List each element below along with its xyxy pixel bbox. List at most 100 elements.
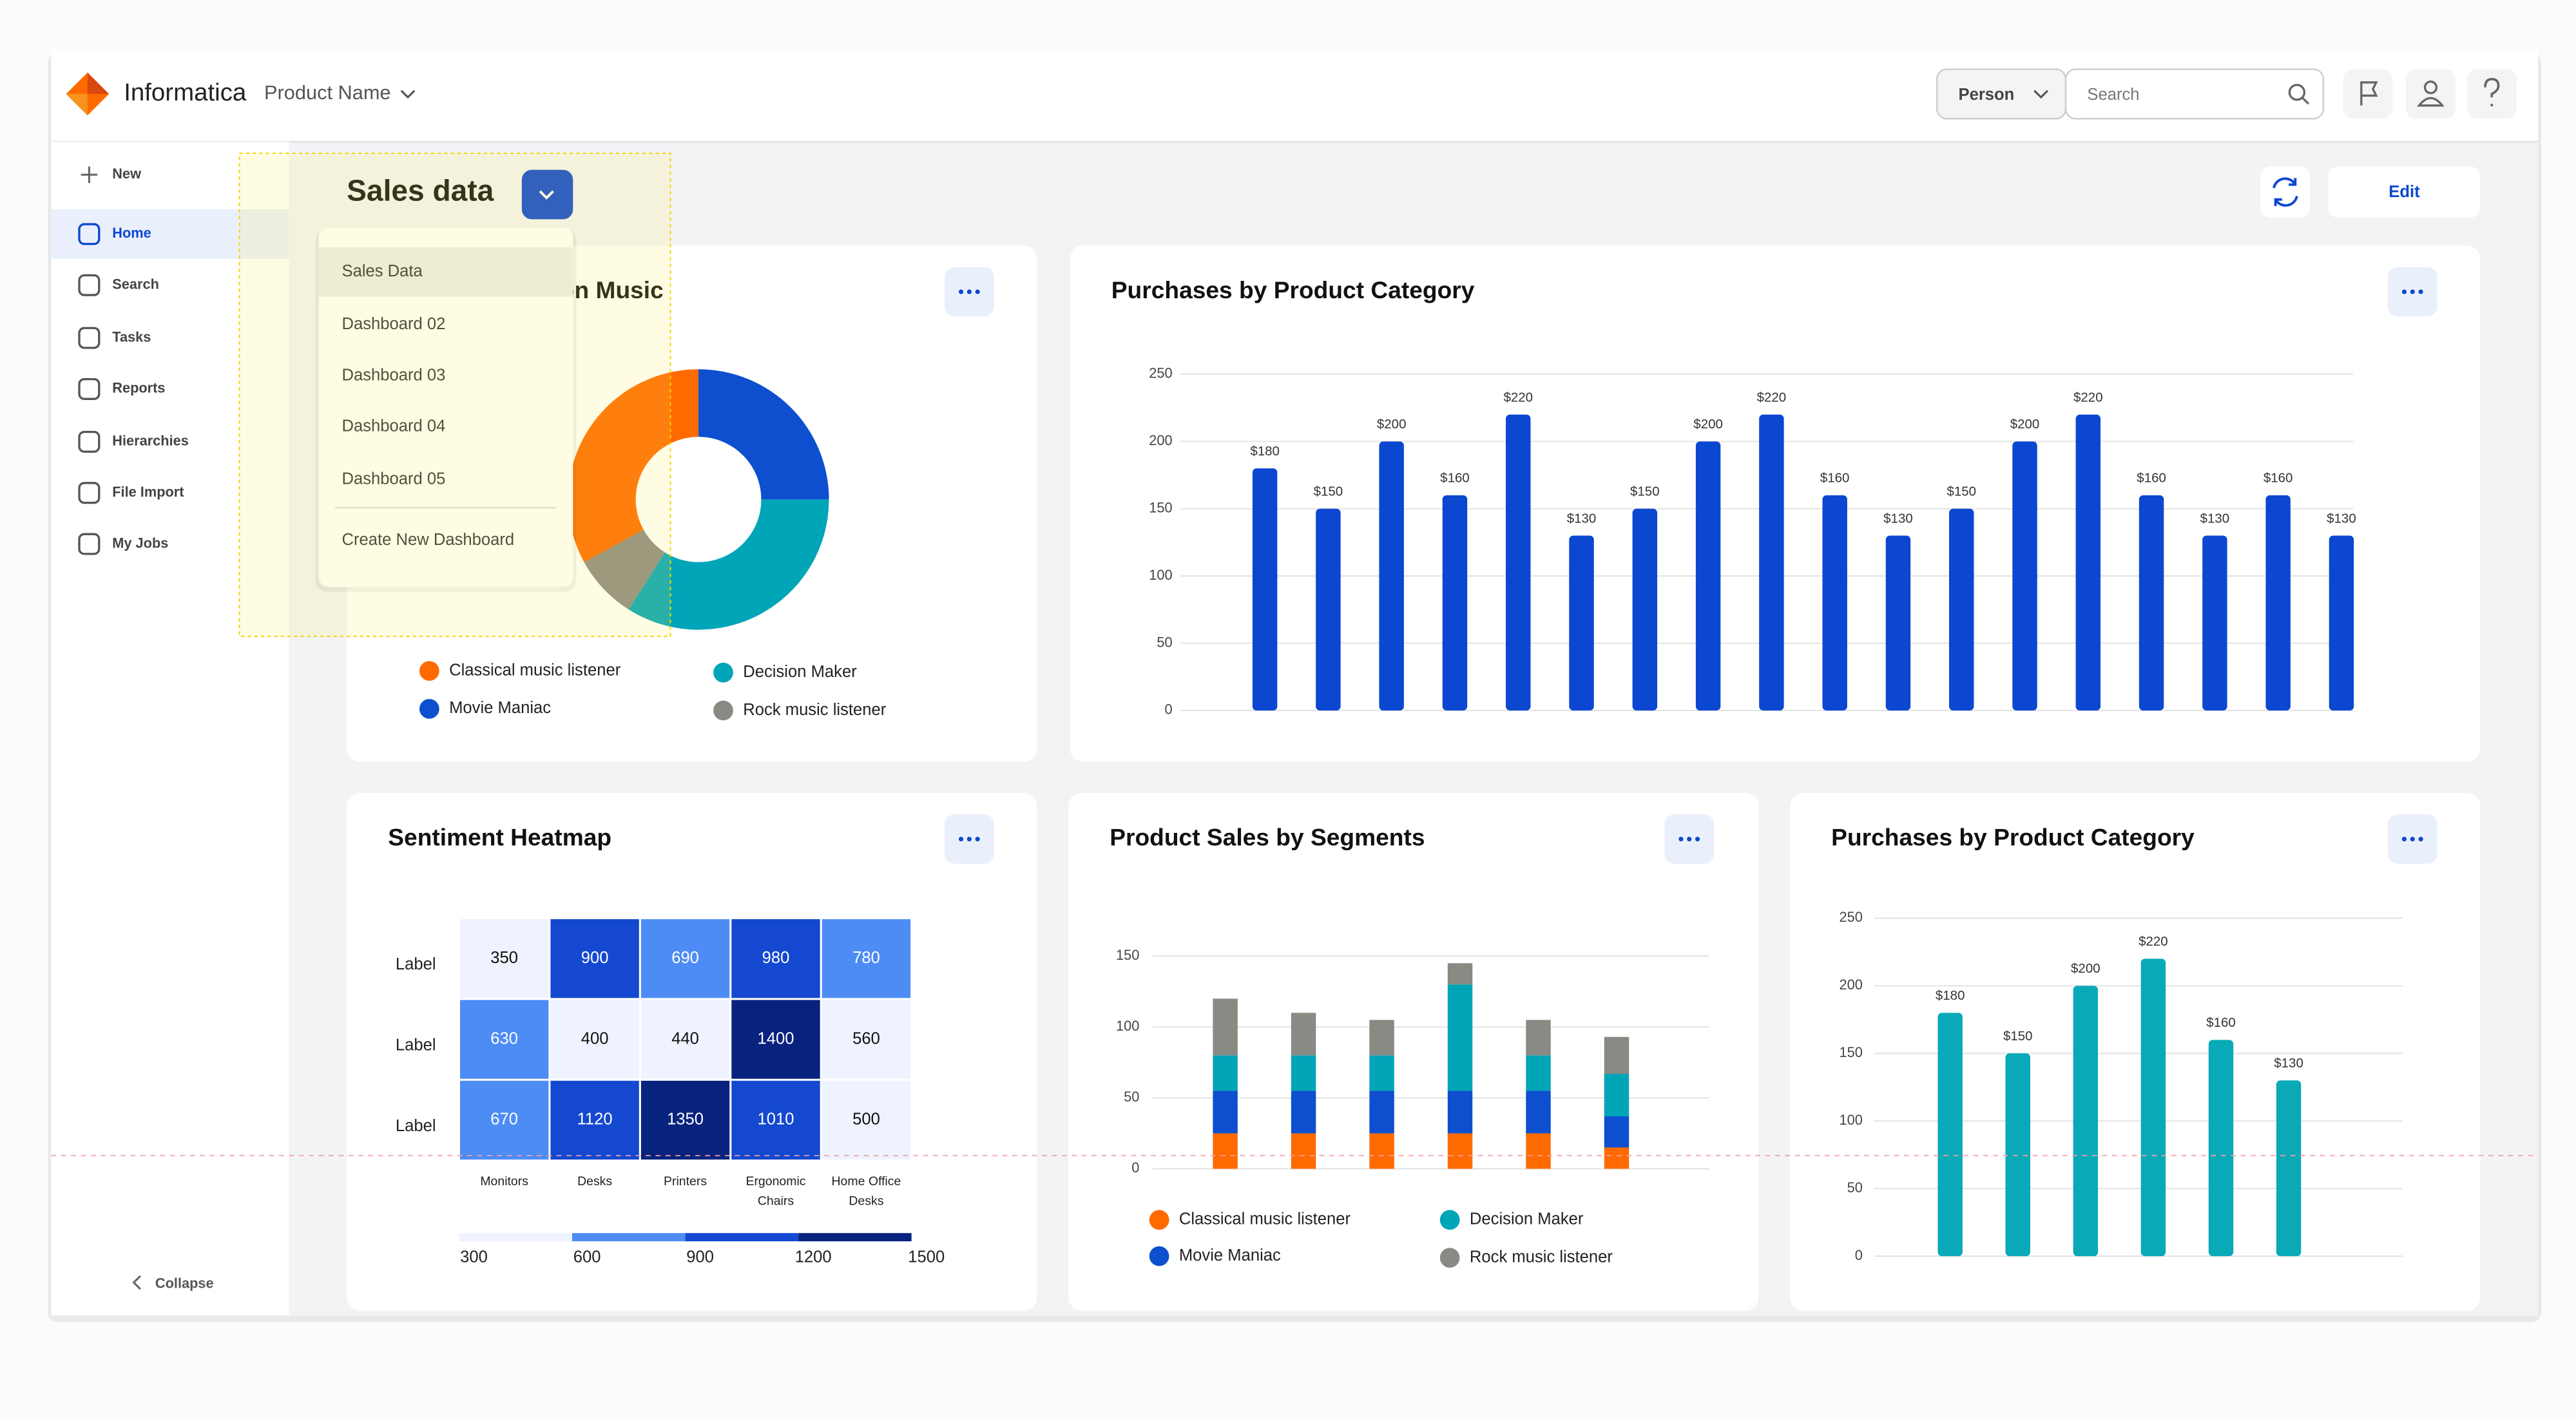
- icon-button[interactable]: [2343, 69, 2393, 119]
- bar[interactable]: [1506, 414, 1531, 710]
- bar-segment[interactable]: [1369, 1091, 1394, 1134]
- dropdown-item[interactable]: Dashboard 04: [342, 417, 446, 435]
- bar-segment[interactable]: [1604, 1147, 1629, 1169]
- bar-segment[interactable]: [1526, 1091, 1551, 1134]
- legend-label[interactable]: Classical music listener: [449, 661, 621, 679]
- bar[interactable]: [2140, 958, 2166, 1257]
- bar-segment[interactable]: [1369, 1020, 1394, 1056]
- bar[interactable]: [1316, 508, 1341, 710]
- heatmap-cell[interactable]: [822, 919, 911, 998]
- dropdown-item[interactable]: Sales Data: [342, 262, 423, 280]
- edit-button[interactable]: [2328, 166, 2481, 218]
- bar[interactable]: [1937, 1013, 1963, 1257]
- bar[interactable]: [2265, 495, 2291, 710]
- nav-item[interactable]: Tasks: [112, 329, 151, 345]
- legend-swatch: [419, 699, 439, 719]
- refresh-button[interactable]: [2260, 166, 2311, 218]
- value-label: $200: [1377, 417, 1407, 432]
- dropdown-item[interactable]: Dashboard 03: [342, 366, 446, 384]
- heatmap-cell[interactable]: [550, 1000, 639, 1079]
- heatmap-cell[interactable]: [731, 919, 820, 998]
- legend-label[interactable]: Movie Maniac: [1179, 1246, 1281, 1264]
- bar[interactable]: [2073, 986, 2099, 1257]
- heatmap-cell[interactable]: [822, 1000, 911, 1079]
- dropdown-button[interactable]: [521, 169, 573, 220]
- heatmap-cell[interactable]: [550, 919, 639, 998]
- legend-label[interactable]: Decision Maker: [743, 663, 857, 681]
- nav-item[interactable]: Home: [112, 225, 151, 241]
- bar-segment[interactable]: [1213, 998, 1238, 1056]
- legend-label[interactable]: Rock music listener: [743, 701, 887, 719]
- nav-item[interactable]: Search: [112, 276, 159, 292]
- bar[interactable]: [2139, 495, 2164, 710]
- bar-segment[interactable]: [1213, 1091, 1238, 1134]
- nav-item[interactable]: New: [112, 166, 141, 182]
- bar[interactable]: [2329, 535, 2354, 710]
- bar-segment[interactable]: [1369, 1133, 1394, 1169]
- bar-segment[interactable]: [1447, 963, 1473, 985]
- bar[interactable]: [1632, 508, 1658, 710]
- legend-label[interactable]: Classical music listener: [1179, 1210, 1351, 1228]
- bar-segment[interactable]: [1369, 1055, 1394, 1091]
- product-name[interactable]: Product Name: [264, 81, 390, 104]
- bar[interactable]: [1949, 508, 1974, 710]
- bar[interactable]: [1252, 468, 1278, 710]
- heatmap-cell[interactable]: [550, 1080, 639, 1160]
- legend-swatch: [1149, 1210, 1169, 1230]
- bar-segment[interactable]: [1604, 1036, 1629, 1074]
- bar[interactable]: [1822, 495, 1847, 710]
- bar[interactable]: [2276, 1080, 2302, 1257]
- colorbar-label: 300: [460, 1248, 488, 1266]
- bar-segment[interactable]: [1604, 1116, 1629, 1148]
- legend-swatch: [713, 700, 733, 721]
- bar-segment[interactable]: [1213, 1055, 1238, 1091]
- bar-segment[interactable]: [1291, 1013, 1316, 1056]
- nav-item[interactable]: Reports: [112, 380, 165, 396]
- bar[interactable]: [2202, 535, 2227, 710]
- legend-label[interactable]: Movie Maniac: [449, 699, 551, 717]
- nav-item[interactable]: My Jobs: [112, 535, 168, 551]
- bar[interactable]: [2005, 1053, 2030, 1257]
- nav-item[interactable]: File Import: [112, 484, 184, 500]
- heatmap-cell[interactable]: [640, 1080, 730, 1160]
- bar[interactable]: [1759, 414, 1784, 710]
- bar[interactable]: [2208, 1040, 2234, 1257]
- bar-segment[interactable]: [1447, 1091, 1473, 1134]
- bar-segment[interactable]: [1526, 1133, 1551, 1169]
- bar-segment[interactable]: [1291, 1091, 1316, 1134]
- heatmap-cell[interactable]: [460, 1080, 549, 1160]
- search-box[interactable]: [2064, 68, 2325, 120]
- bar-segment[interactable]: [1447, 984, 1473, 1091]
- bar-segment[interactable]: [1291, 1133, 1316, 1169]
- bar-segment[interactable]: [1526, 1020, 1551, 1056]
- bar[interactable]: [2012, 441, 2037, 710]
- bar[interactable]: [1442, 495, 1468, 710]
- bar-segment[interactable]: [1526, 1055, 1551, 1091]
- bar-segment[interactable]: [1604, 1073, 1629, 1117]
- heatmap-cell[interactable]: [640, 919, 730, 998]
- bar-segment[interactable]: [1213, 1133, 1238, 1169]
- heatmap-cell[interactable]: [460, 1000, 549, 1079]
- nav-item[interactable]: Hierarchies: [112, 433, 189, 449]
- nav-icon: [78, 377, 101, 400]
- heatmap-cell[interactable]: [731, 1000, 820, 1079]
- bar[interactable]: [1569, 535, 1594, 710]
- bar[interactable]: [1695, 441, 1721, 710]
- dropdown-item[interactable]: Dashboard 05: [342, 470, 446, 488]
- bar-segment[interactable]: [1447, 1133, 1473, 1169]
- bar[interactable]: [2075, 414, 2101, 710]
- column-label: Ergonomic Chairs: [745, 1174, 806, 1208]
- bar[interactable]: [1885, 535, 1911, 710]
- bar-segment[interactable]: [1291, 1055, 1316, 1091]
- collapse[interactable]: Collapse: [155, 1275, 214, 1291]
- legend-label[interactable]: Decision Maker: [1470, 1210, 1584, 1228]
- user-icon: [2417, 97, 2445, 107]
- heatmap-cell[interactable]: [640, 1000, 730, 1079]
- dropdown-item[interactable]: Dashboard 02: [342, 315, 446, 333]
- heatmap-cell[interactable]: [731, 1080, 820, 1160]
- heatmap-cell[interactable]: [822, 1080, 911, 1160]
- legend-label[interactable]: Rock music listener: [1470, 1248, 1613, 1266]
- bar[interactable]: [1379, 441, 1404, 710]
- create-dashboard[interactable]: Create New Dashboard: [342, 531, 515, 549]
- heatmap-cell[interactable]: [460, 919, 549, 998]
